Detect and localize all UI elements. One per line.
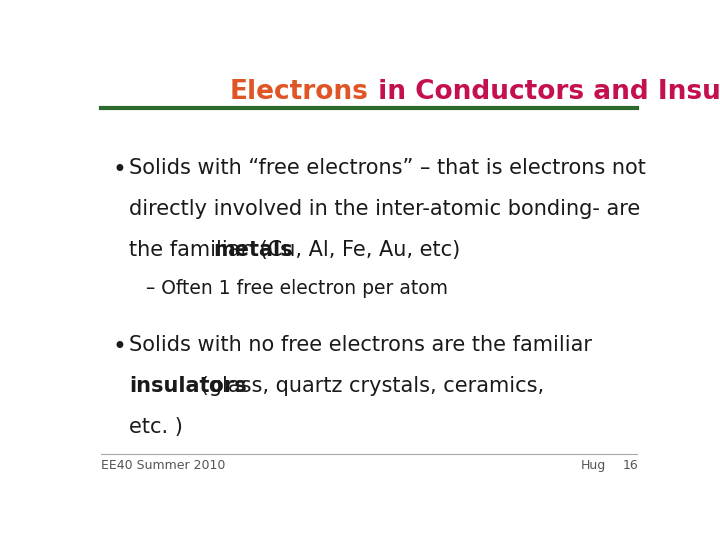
Text: Solids with no free electrons are the familiar: Solids with no free electrons are the fa… <box>129 335 592 355</box>
Text: insulators: insulators <box>129 376 247 396</box>
Text: Electrons: Electrons <box>230 79 369 105</box>
Text: the familiar: the familiar <box>129 240 256 260</box>
Text: directly involved in the inter-atomic bonding- are: directly involved in the inter-atomic bo… <box>129 199 640 219</box>
Text: in Conductors and Insulators: in Conductors and Insulators <box>369 79 720 105</box>
Text: metals: metals <box>214 240 293 260</box>
Text: – Often 1 free electron per atom: – Often 1 free electron per atom <box>145 279 448 299</box>
Text: (glass, quartz crystals, ceramics,: (glass, quartz crystals, ceramics, <box>194 376 544 396</box>
Text: •: • <box>112 158 126 183</box>
Text: (Cu, Al, Fe, Au, etc): (Cu, Al, Fe, Au, etc) <box>253 240 460 260</box>
Text: etc. ): etc. ) <box>129 417 183 437</box>
Text: 16: 16 <box>623 458 639 472</box>
Text: Hug: Hug <box>581 458 606 472</box>
Text: EE40 Summer 2010: EE40 Summer 2010 <box>101 458 225 472</box>
Text: •: • <box>112 335 126 360</box>
Text: Solids with “free electrons” – that is electrons not: Solids with “free electrons” – that is e… <box>129 158 646 178</box>
